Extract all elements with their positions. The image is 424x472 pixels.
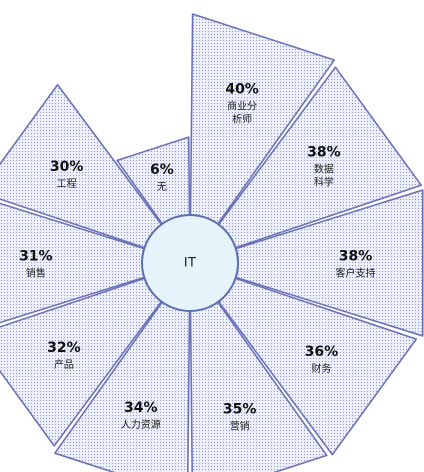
- segment-category-label: 销售: [26, 267, 46, 280]
- segment-category-label: 科学: [314, 176, 334, 189]
- segment-category-label: 财务: [311, 362, 331, 375]
- segment-value-label: 36%: [305, 344, 339, 360]
- segment-category-label: 营销: [230, 419, 250, 432]
- segment-value-label: 40%: [225, 82, 259, 98]
- segment-3: 38% 客户支持: [235, 189, 424, 337]
- segment-category-label: 析师: [232, 113, 252, 126]
- segment-value-label: 31%: [19, 249, 53, 265]
- segment-category-label: 客户支持: [336, 267, 376, 280]
- segment-value-label: 38%: [307, 145, 341, 161]
- segment-category-label: 人力资源: [121, 418, 161, 431]
- segment-6: 34% 人力资源: [54, 301, 191, 472]
- segment-4: 36% 财务: [217, 277, 418, 456]
- segment-value-label: 35%: [223, 401, 257, 417]
- segment-category-label: 产品: [54, 358, 74, 371]
- segment-value-label: 38%: [339, 249, 373, 265]
- chart-segments: 40%商业分析师38%数据科学38%客户支持36%财务35%营销34%人力资源3…: [0, 13, 424, 472]
- segment-value-label: 32%: [47, 340, 81, 356]
- segment-value-label: 30%: [50, 159, 84, 175]
- segment-category-label: 商业分: [227, 100, 257, 113]
- center-label: IT: [184, 254, 197, 270]
- center-circle: [141, 214, 239, 312]
- segment-value-label: 6%: [150, 162, 174, 178]
- segment-value-label: 34%: [124, 400, 158, 416]
- segment-category-label: 工程: [57, 178, 77, 190]
- segment-category-label: 无: [157, 182, 167, 193]
- segment-category-label: 数据: [314, 163, 334, 176]
- chart-center: IT: [141, 214, 239, 312]
